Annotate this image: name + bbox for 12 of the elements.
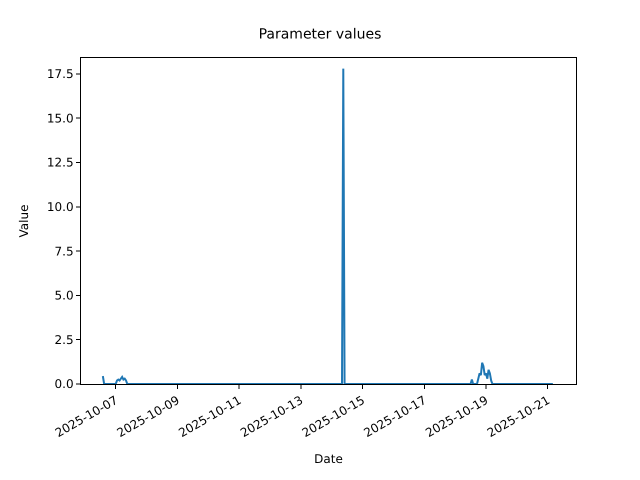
y-tick-label: 15.0 xyxy=(46,111,74,126)
y-axis-title: Value xyxy=(17,204,32,238)
y-tick-label: 5.0 xyxy=(54,288,74,303)
line-series xyxy=(102,68,554,384)
chart-title: Parameter values xyxy=(258,26,382,42)
y-tick-label: 17.5 xyxy=(46,67,74,82)
x-axis-title: Date xyxy=(314,452,343,466)
y-tick-label: 2.5 xyxy=(54,332,74,347)
y-tick-label: 10.0 xyxy=(46,200,74,214)
y-tick-label: 12.5 xyxy=(46,156,74,170)
y-tick-label: 7.5 xyxy=(54,244,74,258)
y-tick-label: 0.0 xyxy=(54,377,74,392)
